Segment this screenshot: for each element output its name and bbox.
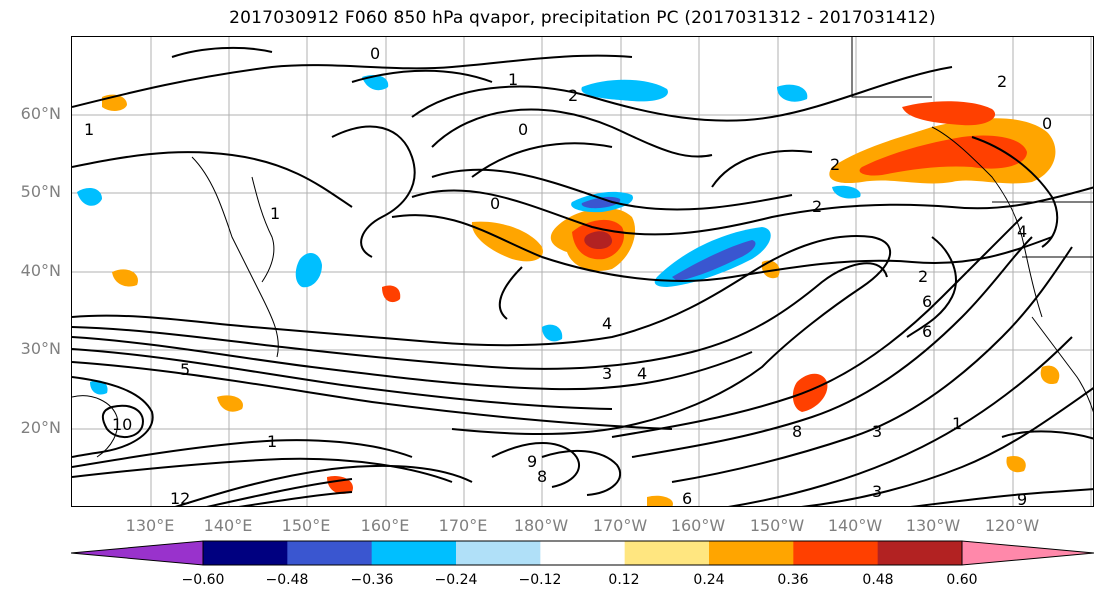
negative-anomaly-north-core bbox=[581, 196, 621, 209]
contour-label: 0 bbox=[1042, 114, 1052, 133]
contour-label: 2 bbox=[918, 267, 928, 286]
colorbar-bin bbox=[456, 541, 541, 565]
negative-anomaly-small-2 bbox=[542, 324, 563, 342]
lat-label: 40°N bbox=[20, 261, 61, 280]
lat-label: 50°N bbox=[20, 182, 61, 201]
contour-label: 4 bbox=[637, 364, 647, 383]
contour-label: 1 bbox=[267, 432, 277, 451]
contour-label: 8 bbox=[792, 422, 802, 441]
lon-label: 180°W bbox=[513, 516, 569, 535]
positive-anomaly-small-9 bbox=[1006, 455, 1026, 473]
negative-anomaly-small-1 bbox=[90, 380, 108, 395]
colorbar-tick-label: 0.48 bbox=[862, 572, 894, 588]
positive-anomaly-alaska-north bbox=[902, 101, 996, 126]
colorbar-segments bbox=[71, 541, 1094, 565]
lon-label: 130°E bbox=[125, 516, 175, 535]
lon-label: 150°W bbox=[749, 516, 805, 535]
colorbar-bin bbox=[540, 541, 626, 565]
positive-anomaly-midpacific-max bbox=[584, 231, 613, 250]
colorbar-tick-label: 0.24 bbox=[693, 572, 725, 588]
negative-anomaly-west bbox=[77, 187, 102, 206]
coastlines bbox=[72, 37, 1093, 458]
map-title: 2017030912 F060 850 hPa qvapor, precipit… bbox=[229, 8, 936, 28]
colorbar-tick-label: 0.60 bbox=[946, 572, 978, 588]
colorbar-bin bbox=[793, 541, 879, 565]
positive-anomaly-small-4 bbox=[112, 269, 138, 287]
contour-label: 0 bbox=[490, 194, 500, 213]
lat-label: 20°N bbox=[20, 418, 61, 437]
contour-label: 8 bbox=[537, 467, 547, 486]
lon-label: 120°W bbox=[984, 516, 1040, 535]
colorbar-tick-label: 0.36 bbox=[777, 572, 809, 588]
contour-label: 5 bbox=[180, 360, 190, 379]
contour-label: 9 bbox=[1017, 490, 1027, 507]
contour-label: 6 bbox=[922, 322, 932, 341]
contour-label: 2 bbox=[812, 197, 822, 216]
colorbar-bin bbox=[624, 541, 710, 565]
colorbar-tick-label: −0.12 bbox=[518, 572, 562, 588]
contour-labels: 0 1 2 0 1 2 1 0 2 4 6 3 4 5 10 9 8 12 6 … bbox=[84, 44, 1052, 507]
lon-label: 150°E bbox=[281, 516, 331, 535]
lon-label: 170°E bbox=[438, 516, 488, 535]
negative-anomaly-bering bbox=[581, 79, 668, 102]
qvapor-contours bbox=[72, 46, 1093, 506]
positive-anomaly-subtropics bbox=[792, 373, 828, 412]
contour-label: 0 bbox=[370, 44, 380, 63]
contour-label: 6 bbox=[682, 489, 692, 507]
negative-anomaly-japan-east bbox=[295, 253, 322, 288]
lon-label: 140°E bbox=[203, 516, 253, 535]
map-panel: 0 1 2 0 1 2 1 0 2 4 6 3 4 5 10 9 8 12 6 … bbox=[71, 36, 1094, 507]
colorbar-extend-high bbox=[962, 541, 1094, 565]
colorbar-bin bbox=[203, 541, 288, 565]
colorbar-extend-low bbox=[71, 541, 203, 565]
contour-label: 1 bbox=[84, 120, 94, 139]
lon-label: 130°W bbox=[905, 516, 961, 535]
negative-anomaly-small-4 bbox=[832, 185, 861, 199]
positive-anomaly-small-8 bbox=[647, 495, 673, 506]
lat-label: 30°N bbox=[20, 339, 61, 358]
colorbar-tick-label: 0.12 bbox=[608, 572, 640, 588]
colorbar-tick-label: −0.48 bbox=[265, 572, 309, 588]
contour-label: 4 bbox=[1017, 222, 1027, 241]
colorbar-tick-label: −0.24 bbox=[434, 572, 478, 588]
lat-label: 60°N bbox=[20, 104, 61, 123]
contour-label: 1 bbox=[952, 414, 962, 433]
lon-label: 140°W bbox=[827, 516, 883, 535]
precip-anomaly-fills bbox=[77, 75, 1060, 506]
contour-label: 1 bbox=[508, 70, 518, 89]
negative-anomaly-kamchatka bbox=[362, 75, 389, 91]
positive-anomaly-alaska-core bbox=[859, 135, 1027, 176]
contour-label: 4 bbox=[602, 314, 612, 333]
contour-label: 9 bbox=[527, 452, 537, 471]
colorbar-bin bbox=[287, 541, 373, 565]
contour-label: 6 bbox=[922, 292, 932, 311]
lon-label: 160°W bbox=[670, 516, 726, 535]
colorbar-bin bbox=[709, 541, 794, 565]
positive-anomaly-small-2 bbox=[382, 285, 401, 303]
positive-anomaly-small-5 bbox=[761, 260, 780, 279]
contour-label: 3 bbox=[872, 422, 882, 441]
negative-anomaly-small-3 bbox=[777, 84, 808, 102]
negative-anomaly-midpacific-core bbox=[672, 240, 756, 281]
colorbar-tick-label: −0.60 bbox=[181, 572, 225, 588]
contour-label: 3 bbox=[872, 482, 882, 501]
contour-label: 3 bbox=[602, 364, 612, 383]
contour-label: 1 bbox=[270, 204, 280, 223]
contour-label: 0 bbox=[518, 120, 528, 139]
positive-anomaly-small-6 bbox=[1040, 365, 1060, 385]
contour-label: 2 bbox=[568, 86, 578, 105]
positive-anomaly-small-3 bbox=[217, 395, 243, 412]
contour-label: 2 bbox=[997, 72, 1007, 91]
lon-label: 170°W bbox=[592, 516, 648, 535]
colorbar-bin bbox=[877, 541, 963, 565]
contour-label: 10 bbox=[112, 415, 132, 434]
colorbar-tick-label: −0.36 bbox=[350, 572, 394, 588]
map-canvas: 0 1 2 0 1 2 1 0 2 4 6 3 4 5 10 9 8 12 6 … bbox=[72, 37, 1093, 507]
lon-label: 160°E bbox=[360, 516, 410, 535]
contour-label: 12 bbox=[170, 489, 190, 507]
colorbar-bin bbox=[371, 541, 457, 565]
contour-label: 2 bbox=[830, 155, 840, 174]
colorbar bbox=[71, 540, 1094, 566]
